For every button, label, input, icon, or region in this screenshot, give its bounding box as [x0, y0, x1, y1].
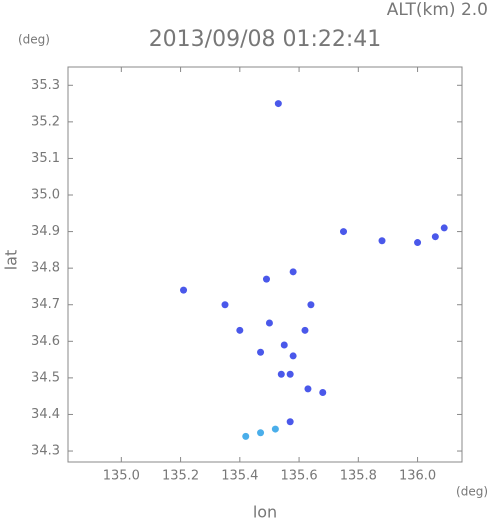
echo-point — [301, 326, 309, 334]
echo-point — [431, 233, 439, 241]
x-tick-label: 135.0 — [103, 469, 140, 484]
echo-point — [289, 352, 297, 360]
y-unit: (deg) — [18, 33, 50, 47]
subtitle: ALT(km) 2.0 — [387, 0, 488, 20]
y-tick-label: 34.9 — [31, 224, 60, 239]
echo-point — [289, 268, 297, 276]
echo-point — [440, 224, 448, 232]
x-tick-label: 136.0 — [399, 469, 436, 484]
y-tick-label: 34.8 — [31, 261, 60, 276]
y-tick-label: 34.7 — [31, 297, 60, 312]
echo-point — [304, 385, 312, 393]
y-tick-label: 34.6 — [31, 334, 60, 349]
y-tick-label: 34.4 — [31, 407, 60, 422]
echo-point — [378, 237, 386, 245]
y-tick-label: 35.0 — [31, 188, 60, 203]
chart-title: 2013/09/08 01:22:41 — [149, 27, 382, 52]
echo-point — [257, 429, 265, 437]
echo-point — [286, 418, 294, 426]
y-tick-label: 34.3 — [31, 444, 60, 459]
echo-point — [340, 228, 348, 236]
echo-point — [221, 301, 229, 309]
x-tick-label: 135.6 — [280, 469, 317, 484]
echo-point — [180, 286, 188, 294]
x-tick-label: 135.4 — [221, 469, 258, 484]
x-axis-label: lon — [253, 503, 277, 521]
echo-point — [271, 425, 279, 433]
echo-point — [274, 100, 282, 108]
echo-point — [307, 301, 315, 309]
y-tick-label: 35.3 — [31, 78, 60, 93]
echo-point — [277, 370, 285, 378]
echo-point — [242, 432, 250, 440]
x-tick-label: 135.8 — [340, 469, 377, 484]
echo-point — [262, 275, 270, 283]
plot-frame — [67, 66, 463, 463]
y-tick-label: 35.1 — [31, 151, 60, 166]
y-tick-label: 35.2 — [31, 114, 60, 129]
y-tick-label: 34.5 — [31, 370, 60, 385]
echo-point — [265, 319, 273, 327]
echo-point — [319, 389, 327, 397]
echo-point — [236, 326, 244, 334]
echo-point — [280, 341, 288, 349]
x-tick-label: 135.2 — [162, 469, 199, 484]
echo-point — [257, 348, 265, 356]
x-unit: (deg) — [456, 485, 488, 499]
echo-point — [414, 239, 422, 247]
y-axis-label: lat — [2, 250, 21, 271]
echo-point — [286, 370, 294, 378]
